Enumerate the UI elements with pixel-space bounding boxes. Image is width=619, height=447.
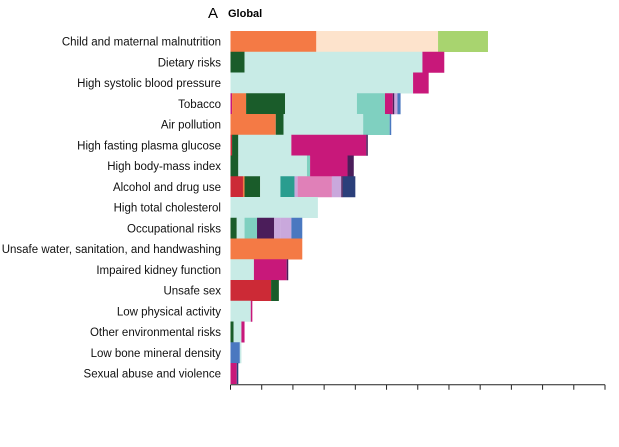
bar-segment-occupational-risks-0 — [230, 217, 237, 239]
category-label-alcohol-and-drug-use: Alcohol and drug use — [113, 182, 221, 194]
category-label-high-systolic-blood-pressure: High systolic blood pressure — [77, 78, 221, 90]
bar-segment-child-and-maternal-malnutrition-1 — [316, 31, 439, 52]
bar-segment-impaired-kidney-function-2 — [286, 259, 289, 281]
bar-segment-alcohol-and-drug-use-9 — [342, 176, 356, 198]
bar-segment-occupational-risks-5 — [280, 217, 292, 239]
bar-segment-high-body-mass-index-4 — [347, 155, 354, 177]
category-label-child-and-maternal-malnutrition: Child and maternal malnutrition — [62, 37, 221, 49]
bar-segment-occupational-risks-4 — [274, 217, 281, 239]
bar-segment-high-fasting-plasma-glucose-4 — [366, 134, 368, 156]
bar-segment-impaired-kidney-function-0 — [230, 259, 254, 281]
bar-segment-alcohol-and-drug-use-4 — [280, 176, 295, 198]
bar-segment-high-fasting-plasma-glucose-2 — [238, 134, 292, 156]
bar-segment-occupational-risks-2 — [244, 217, 258, 239]
bar-segment-occupational-risks-1 — [236, 217, 245, 239]
bar-segment-tobacco-0 — [230, 93, 233, 115]
category-label-air-pollution: Air pollution — [161, 120, 221, 132]
bar-segment-unsafe-sex-0 — [230, 280, 272, 301]
bar-segment-high-fasting-plasma-glucose-0 — [230, 134, 233, 156]
bar-segment-impaired-kidney-function-1 — [253, 259, 287, 281]
bar-segment-high-body-mass-index-1 — [238, 155, 307, 177]
bar-segment-tobacco-7 — [394, 93, 398, 115]
bar-segment-high-body-mass-index-3 — [310, 155, 348, 177]
bar-segment-high-systolic-blood-pressure-0 — [230, 72, 414, 94]
category-label-occupational-risks: Occupational risks — [127, 223, 221, 235]
bar-segment-high-total-cholesterol-0 — [230, 197, 318, 218]
bar-segment-high-body-mass-index-0 — [230, 155, 239, 177]
bar-segment-alcohol-and-drug-use-5 — [294, 176, 298, 198]
panel-letter: A — [208, 5, 218, 22]
bar-segment-low-physical-activity-0 — [230, 300, 251, 322]
category-label-other-environmental-risks: Other environmental risks — [90, 327, 221, 339]
bar-segment-air-pollution-4 — [389, 114, 392, 135]
category-label-low-physical-activity: Low physical activity — [117, 306, 221, 318]
row-labels-group: Child and maternal malnutrition Dietary r… — [2, 37, 222, 381]
category-label-high-fasting-plasma-glucose: High fasting plasma glucose — [77, 140, 221, 152]
bar-segment-tobacco-4 — [356, 93, 385, 115]
category-label-unsafe-sex: Unsafe sex — [163, 286, 221, 298]
bar-segment-unsafe-sex-1 — [271, 280, 279, 301]
bar-segment-tobacco-3 — [285, 93, 357, 115]
category-label-impaired-kidney-function: Impaired kidney function — [96, 265, 221, 277]
category-label-low-bone-mineral-density: Low bone mineral density — [91, 348, 222, 360]
bar-segment-low-physical-activity-1 — [250, 300, 253, 322]
bars-group — [230, 31, 488, 384]
bar-segment-alcohol-and-drug-use-7 — [331, 176, 342, 198]
bar-segment-alcohol-and-drug-use-3 — [260, 176, 281, 198]
bar-segment-dietary-risks-1 — [244, 51, 423, 73]
bar-segment-high-fasting-plasma-glucose-3 — [291, 134, 367, 156]
bar-segment-low-bone-mineral-density-0 — [230, 342, 240, 364]
bar-segment-dietary-risks-2 — [422, 51, 445, 73]
bar-segment-child-and-maternal-malnutrition-2 — [438, 31, 488, 52]
bar-segment-high-fasting-plasma-glucose-1 — [232, 134, 239, 156]
bar-segment-alcohol-and-drug-use-2 — [244, 176, 261, 198]
bar-segment-high-systolic-blood-pressure-1 — [413, 72, 429, 94]
bar-segment-other-environmental-risks-2 — [241, 321, 245, 343]
category-label-sexual-abuse-and-violence: Sexual abuse and violence — [84, 369, 221, 381]
bar-segment-sexual-abuse-and-violence-0 — [230, 363, 237, 384]
category-label-unsafe-water-sanitation-and-handwashing: Unsafe water, sanitation, and handwashin… — [2, 244, 221, 256]
category-label-high-total-cholesterol: High total cholesterol — [114, 203, 221, 215]
bar-segment-alcohol-and-drug-use-0 — [230, 176, 243, 198]
bar-segment-high-body-mass-index-2 — [306, 155, 311, 177]
bar-segment-low-bone-mineral-density-1 — [239, 342, 242, 364]
bar-segment-alcohol-and-drug-use-1 — [242, 176, 245, 198]
bar-segment-air-pollution-1 — [275, 114, 284, 135]
category-label-high-body-mass-index: High body-mass index — [107, 161, 221, 173]
bar-segment-other-environmental-risks-1 — [233, 321, 242, 343]
category-label-dietary-risks: Dietary risks — [158, 57, 222, 69]
bar-segment-other-environmental-risks-0 — [230, 321, 234, 343]
bar-segment-dietary-risks-0 — [230, 51, 245, 73]
bar-segment-alcohol-and-drug-use-8 — [341, 176, 343, 198]
bar-segment-air-pollution-3 — [363, 114, 390, 135]
bar-segment-occupational-risks-6 — [291, 217, 303, 239]
bar-segment-child-and-maternal-malnutrition-0 — [230, 31, 317, 52]
chart-title: Global — [228, 8, 262, 20]
bar-segment-tobacco-8 — [397, 93, 401, 115]
bar-segment-tobacco-6 — [392, 93, 395, 115]
bar-segment-unsafe-water-sanitation-and-handwashing-0 — [230, 238, 303, 260]
bar-segment-tobacco-5 — [384, 93, 393, 115]
bar-segment-air-pollution-0 — [230, 114, 276, 135]
bar-segment-sexual-abuse-and-violence-1 — [236, 363, 239, 384]
bar-segment-air-pollution-2 — [283, 114, 364, 135]
category-label-tobacco: Tobacco — [178, 99, 221, 111]
bar-segment-alcohol-and-drug-use-6 — [297, 176, 332, 198]
bar-segment-occupational-risks-3 — [257, 217, 275, 239]
bar-segment-tobacco-1 — [232, 93, 247, 115]
bar-segment-tobacco-2 — [246, 93, 286, 115]
x-axis — [230, 384, 606, 390]
